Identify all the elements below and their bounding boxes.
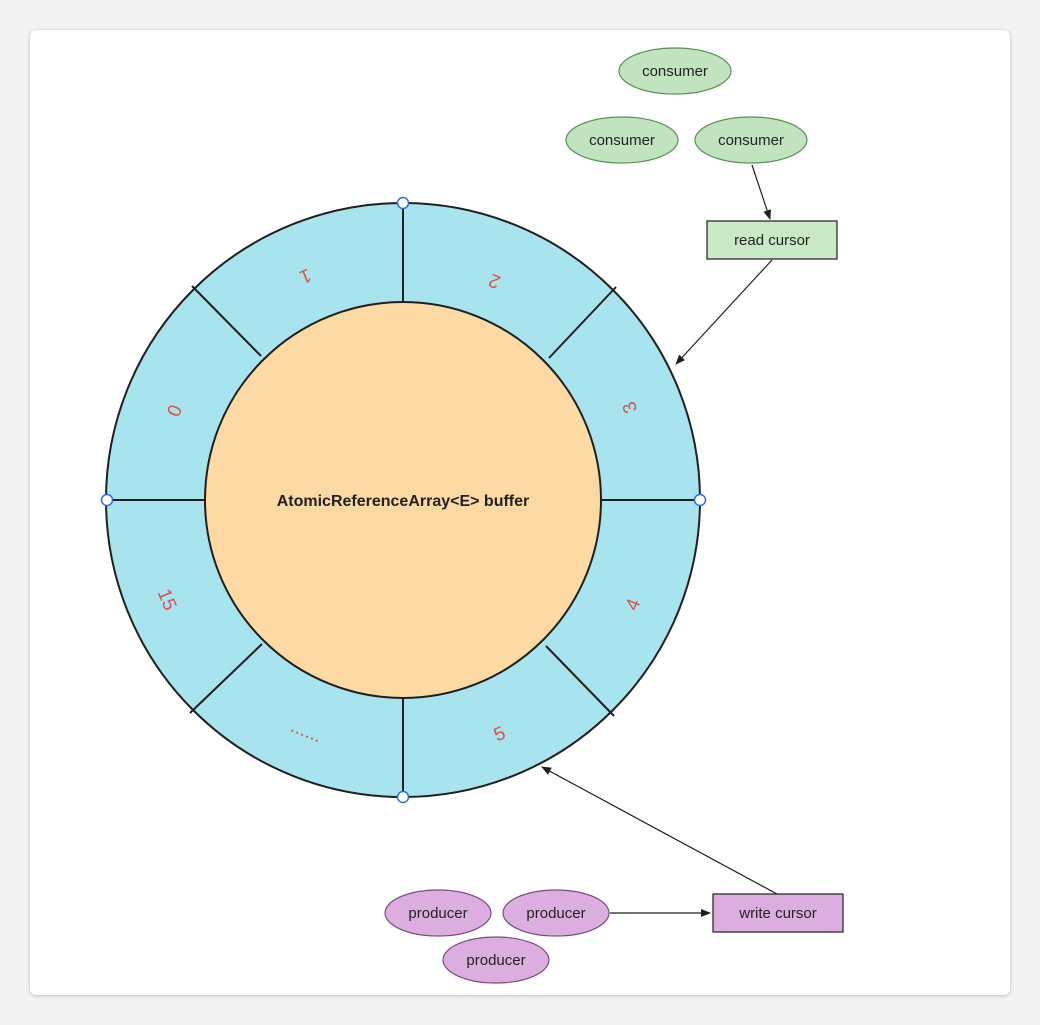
divider-bottom-right <box>545 645 615 717</box>
resize-handle-left[interactable] <box>100 493 114 507</box>
connectors <box>541 164 778 917</box>
resize-handle-top[interactable] <box>396 196 410 210</box>
producer-group: producer producer producer <box>384 889 610 984</box>
diagram-canvas: AtomicReferenceArray<E> buffer 0 1 2 3 4… <box>30 30 1010 995</box>
divider-top-left <box>191 285 262 357</box>
producer-node-bottom[interactable] <box>442 936 550 984</box>
buffer-core <box>204 301 602 699</box>
producer-label-left: producer <box>408 905 467 922</box>
divider-top-right <box>548 286 617 359</box>
consumer-node-left[interactable] <box>565 116 679 164</box>
ring-buffer-diagram: AtomicReferenceArray<E> buffer 0 1 2 3 4… <box>100 47 844 984</box>
consumer-label-left: consumer <box>589 132 655 149</box>
resize-handle-right[interactable] <box>693 493 707 507</box>
arrow-consumer-to-read-cursor <box>751 164 771 220</box>
segment-dividers <box>107 203 700 797</box>
buffer-label: AtomicReferenceArray<E> buffer <box>277 493 530 510</box>
read-cursor-label: read cursor <box>734 232 810 249</box>
read-cursor-box[interactable] <box>706 220 838 260</box>
consumer-node-right[interactable] <box>694 116 808 164</box>
write-cursor-label: write cursor <box>738 905 817 922</box>
consumer-label-right: consumer <box>718 132 784 149</box>
divider-bottom-left <box>189 643 263 714</box>
producer-label-middle: producer <box>526 905 585 922</box>
consumer-group: consumer consumer consumer <box>565 47 808 164</box>
arrow-write-cursor-to-ring <box>541 766 778 895</box>
producer-node-left[interactable] <box>384 889 492 937</box>
selection-handles <box>100 196 707 804</box>
write-cursor-box[interactable] <box>712 893 844 933</box>
producer-label-bottom: producer <box>466 952 525 969</box>
producer-node-middle[interactable] <box>502 889 610 937</box>
resize-handle-bottom[interactable] <box>396 790 410 804</box>
consumer-node-top[interactable] <box>618 47 732 95</box>
consumer-label-top: consumer <box>642 63 708 80</box>
arrow-read-cursor-to-ring <box>675 259 773 365</box>
